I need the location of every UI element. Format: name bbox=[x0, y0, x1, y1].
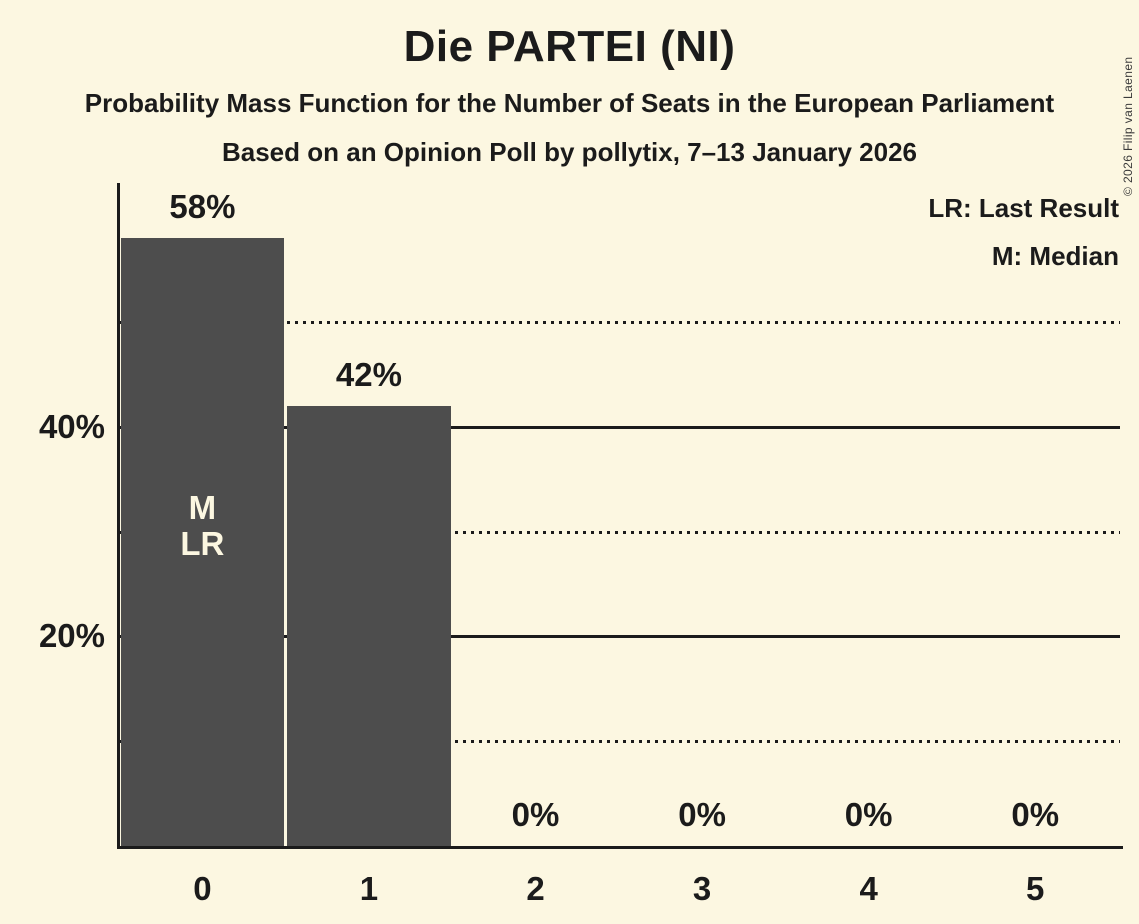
bar-value-label-seat-2: 0% bbox=[511, 796, 560, 833]
median-last-result-marker: M LR bbox=[180, 489, 225, 562]
x-tick-label-seat-3: 3 bbox=[692, 870, 712, 907]
copyright-notice: © 2026 Filip van Laenen bbox=[1121, 56, 1135, 196]
bar-value-label-seat-1: 42% bbox=[335, 355, 402, 393]
bar-seat-1 bbox=[287, 405, 451, 846]
page-title: Die PARTEI (NI) bbox=[403, 22, 736, 71]
y-tick-label-20pct: 20% bbox=[38, 617, 105, 655]
gridline-10pct bbox=[119, 740, 1120, 744]
subtitle-line-2: Based on an Opinion Poll by pollytix, 7–… bbox=[221, 137, 917, 167]
x-tick-label-seat-0: 0 bbox=[193, 870, 212, 907]
legend-last-result: LR: Last Result bbox=[928, 193, 1119, 223]
y-tick-label-40pct: 40% bbox=[38, 407, 105, 445]
bar-value-label-seat-3: 0% bbox=[678, 796, 726, 833]
gridline-40pct bbox=[119, 425, 1120, 429]
x-tick-label-seat-1: 1 bbox=[359, 870, 379, 907]
gridline-30pct bbox=[119, 530, 1120, 534]
bar-seat-0 bbox=[120, 238, 285, 846]
bar-value-label-seat-0: 58% bbox=[169, 188, 236, 226]
bar-value-label-seat-4: 0% bbox=[844, 796, 893, 833]
x-tick-label-seat-5: 5 bbox=[1026, 870, 1045, 907]
x-tick-label-seat-4: 4 bbox=[859, 870, 878, 907]
x-axis-line bbox=[117, 846, 1123, 849]
legend-median: M: Median bbox=[991, 241, 1119, 271]
gridline-50pct bbox=[119, 321, 1120, 324]
gridline-20pct bbox=[119, 635, 1120, 639]
bar-value-label-seat-5: 0% bbox=[1011, 796, 1060, 833]
y-axis-line bbox=[117, 183, 120, 849]
x-tick-label-seat-2: 2 bbox=[526, 870, 545, 907]
subtitle-line-1: Probability Mass Function for the Number… bbox=[84, 88, 1055, 118]
legend: LR: Last Result M: Median bbox=[928, 184, 1119, 280]
